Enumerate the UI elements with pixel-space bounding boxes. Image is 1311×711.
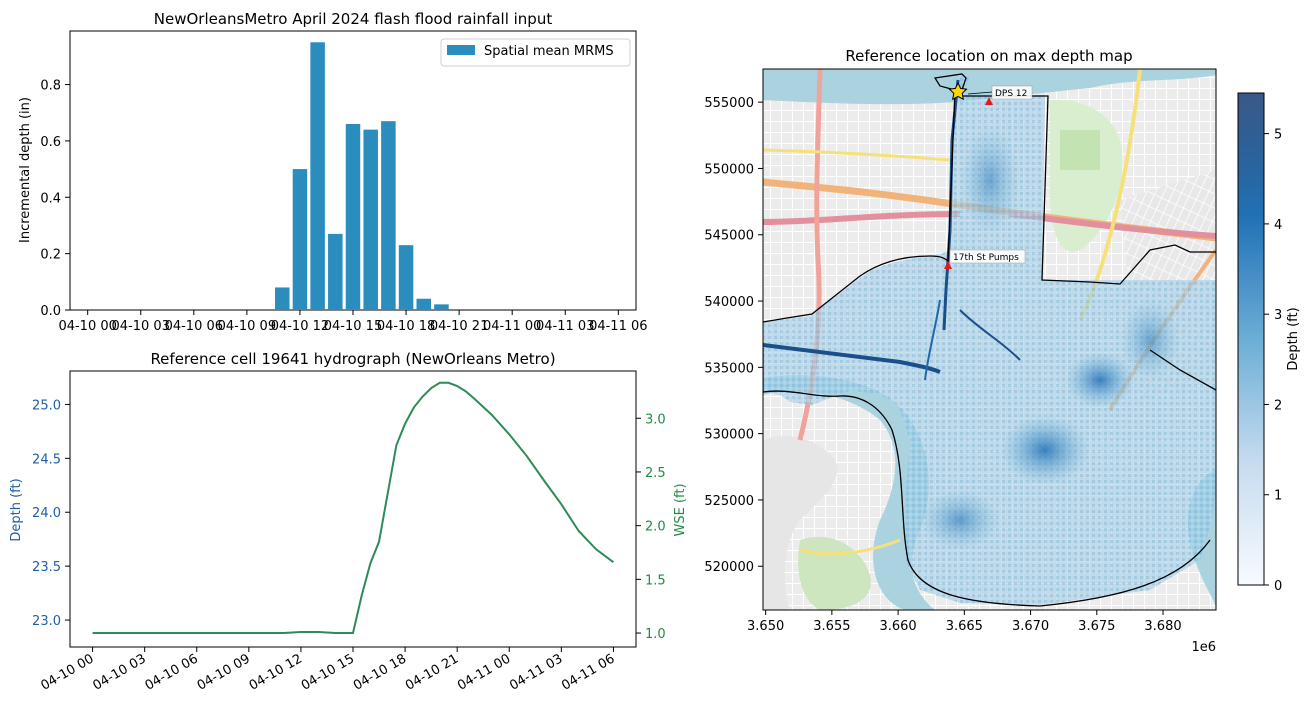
colorbar-tick-label: 5: [1274, 128, 1282, 143]
rainfall-bar: [416, 298, 432, 310]
depth-tick-label: 23.5: [32, 560, 61, 575]
colorbar-tick-label: 3: [1274, 308, 1282, 323]
colorbar-gradient: [1237, 92, 1265, 586]
y-tick-label: 540000: [704, 295, 754, 310]
x-tick-label: 3.680: [1144, 619, 1181, 634]
wse-tick-label: 1.0: [645, 627, 666, 642]
y-tick-label: 0.4: [40, 191, 61, 206]
x-offset-label: 1e6: [1191, 640, 1216, 655]
x-tick-label: 04-10 12: [271, 319, 329, 334]
rainfall-bar: [398, 245, 414, 310]
x-tick-label: 04-10 06: [143, 651, 201, 693]
rainfall-y-axis-label: Incremental depth (in): [18, 97, 33, 243]
x-tick-label: 04-10 09: [218, 319, 276, 334]
basemap: [763, 69, 1216, 610]
x-tick-label: 04-10 09: [195, 651, 253, 693]
x-tick-label: 04-11 00: [455, 651, 513, 693]
x-tick-label: 04-10 00: [38, 651, 96, 693]
x-tick-label: 04-10 03: [112, 319, 170, 334]
depth-tick-label: 23.0: [32, 614, 61, 629]
rainfall-chart-title: NewOrleansMetro April 2024 flash flood r…: [154, 10, 553, 28]
depth-axis-label: Depth (ft): [9, 478, 24, 541]
x-tick-label: 04-10 12: [247, 651, 305, 693]
map-annotations: DPS 12 17th St Pumps: [944, 81, 1033, 269]
x-tick-label: 04-10 00: [58, 319, 116, 334]
hydrograph-chart: Reference cell 19641 hydrograph (NewOrle…: [9, 350, 688, 694]
x-tick-label: 04-10 18: [377, 319, 435, 334]
wse-tick-label: 2.0: [645, 520, 666, 535]
x-tick-label: 04-11 06: [559, 651, 617, 693]
x-tick-label: 04-11 00: [483, 319, 541, 334]
y-tick-label: 0.8: [40, 79, 61, 94]
x-tick-label: 3.675: [1078, 619, 1115, 634]
y-tick-label: 530000: [704, 428, 754, 443]
y-tick-label: 555000: [704, 96, 754, 111]
y-tick-label: 520000: [704, 560, 754, 575]
y-tick-label: 550000: [704, 162, 754, 177]
rainfall-bar: [328, 233, 343, 310]
x-tick-label: 04-10 15: [324, 319, 382, 334]
colorbar-label: Depth (ft): [1286, 307, 1301, 370]
17th-st-pumps-label: 17th St Pumps: [953, 253, 1019, 263]
hydrograph-title: Reference cell 19641 hydrograph (NewOrle…: [150, 350, 555, 368]
x-tick-label: 04-10 21: [430, 319, 488, 334]
hydrograph-plot-frame: [69, 370, 637, 648]
depth-tick-label: 25.0: [32, 398, 61, 413]
x-tick-label: 04-11 03: [507, 651, 565, 693]
x-tick-label: 04-10 18: [351, 651, 409, 693]
rainfall-bar: [434, 304, 449, 310]
x-tick-label: 04-10 06: [165, 319, 223, 334]
x-tick-label: 04-11 03: [536, 319, 594, 334]
x-tick-label: 3.665: [946, 619, 983, 634]
map-title: Reference location on max depth map: [845, 47, 1132, 65]
colorbar-tick-label: 4: [1274, 218, 1282, 233]
max-depth-map: Reference location on max depth map: [704, 47, 1301, 655]
rainfall-bar: [381, 121, 396, 310]
colorbar-tick-label: 1: [1274, 489, 1282, 504]
wse-tick-label: 2.5: [645, 466, 666, 481]
x-tick-label: 3.660: [879, 619, 916, 634]
rainfall-legend: Spatial mean MRMS: [440, 38, 631, 67]
y-tick-label: 535000: [704, 361, 754, 376]
depth-tick-label: 24.5: [32, 452, 61, 467]
x-tick-label: 3.650: [747, 619, 784, 634]
wse-tick-label: 1.5: [645, 573, 666, 588]
x-tick-label: 04-10 03: [91, 651, 149, 693]
rainfall-bar: [292, 169, 308, 310]
legend-label: Spatial mean MRMS: [484, 44, 614, 59]
wse-axis-label: WSE (ft): [673, 483, 688, 536]
y-tick-label: 545000: [704, 229, 754, 244]
17th-st-pumps-marker: [944, 261, 952, 269]
dps12-marker: [985, 97, 993, 105]
rainfall-bar: [274, 287, 290, 310]
y-tick-label: 0.6: [40, 135, 61, 150]
dps12-label: DPS 12: [995, 89, 1027, 99]
rainfall-bar: [310, 42, 325, 310]
y-tick-label: 0.2: [40, 248, 61, 263]
x-tick-label: 3.655: [813, 619, 850, 634]
colorbar-tick-label: 0: [1274, 579, 1282, 594]
depth-colorbar: 0 1 2 3 4 5 Depth (ft): [1237, 92, 1301, 594]
x-tick-label: 3.670: [1012, 619, 1049, 634]
x-tick-label: 04-10 15: [299, 651, 357, 693]
map-frame: [762, 68, 1217, 611]
x-tick-label: 04-11 06: [589, 319, 647, 334]
rainfall-bar: [363, 129, 378, 310]
y-tick-label: 525000: [704, 494, 754, 509]
legend-swatch: [447, 45, 475, 55]
colorbar-tick-label: 2: [1274, 398, 1282, 413]
rainfall-bar: [345, 124, 361, 310]
y-tick-label: 0.0: [40, 304, 61, 319]
wse-tick-label: 3.0: [645, 412, 666, 427]
depth-tick-label: 24.0: [32, 506, 61, 521]
x-tick-label: 04-10 21: [403, 651, 461, 693]
rainfall-bar-chart: NewOrleansMetro April 2024 flash flood r…: [18, 10, 648, 334]
wse-series-line: [92, 381, 614, 634]
reference-star-icon: [948, 81, 968, 101]
